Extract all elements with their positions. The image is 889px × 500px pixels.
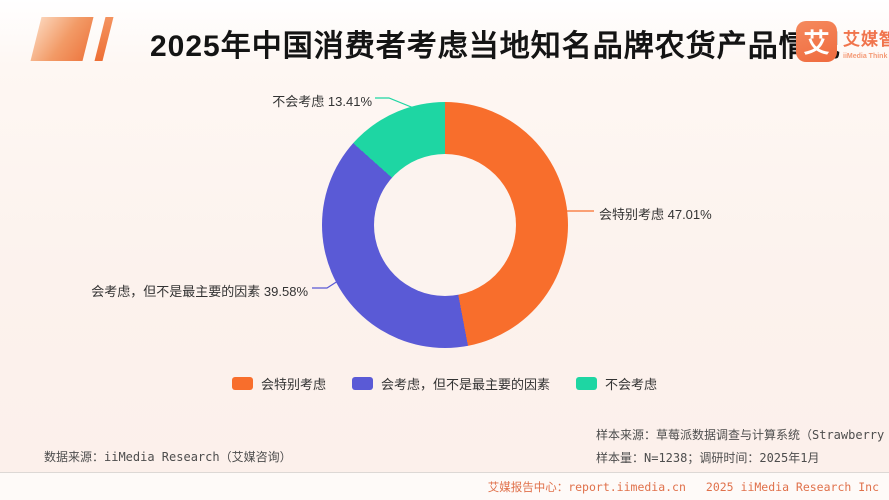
- copyright-text: 2025 iiMedia Research Inc: [705, 479, 879, 494]
- title-slash-decoration: [30, 17, 94, 61]
- sample-notes: 样本来源：草莓派数据调查与计算系统（Strawberry Pie） 样本量：N=…: [596, 424, 889, 470]
- legend-item-not-consider: 不会考虑: [576, 374, 657, 393]
- page-title: 2025年中国消费者考虑当地知名品牌农货产品情况: [150, 30, 841, 63]
- sample-source-note: 样本来源：草莓派数据调查与计算系统（Strawberry Pie）: [596, 428, 889, 442]
- legend-label: 会考虑，但不是最主要的因素: [380, 377, 550, 392]
- logo-brand-name: 艾媒智库: [843, 30, 889, 49]
- report-center-link[interactable]: 艾媒报告中心：report.iimedia.cn: [487, 479, 686, 494]
- legend-label: 不会考虑: [605, 377, 658, 392]
- iimedia-logo-icon: 艾: [796, 21, 837, 62]
- footer: 艾媒报告中心：report.iimedia.cn 2025 iiMedia Re…: [0, 472, 889, 500]
- legend-label: 会特别考虑: [260, 377, 326, 392]
- title-slash-icon: [94, 17, 114, 61]
- legend-swatch-green: [576, 377, 597, 390]
- legend-item-special-consider: 会特别考虑: [231, 374, 326, 393]
- donut-chart: [322, 102, 568, 348]
- chart-legend: 会特别考虑 会考虑，但不是最主要的因素 不会考虑: [0, 374, 889, 393]
- legend-item-consider-not-main: 会考虑，但不是最主要的因素: [351, 374, 550, 393]
- brand-logo: 艾媒智库 iiMedia Think Tank: [843, 25, 889, 60]
- legend-swatch-blue: [351, 377, 373, 390]
- logo-brand-subtitle: iiMedia Think Tank: [843, 53, 889, 60]
- slice-label-special-consider: 会特别考虑 47.01%: [599, 207, 712, 222]
- slice-label-consider-not-main: 会考虑，但不是最主要的因素 39.58%: [91, 284, 308, 299]
- legend-swatch-orange: [231, 377, 253, 390]
- logo-glyph: 艾: [803, 28, 830, 58]
- sample-size-note: 样本量：N=1238；调研时间：2025年1月: [596, 451, 820, 465]
- donut-hole: [374, 154, 516, 296]
- slice-label-not-consider: 不会考虑 13.41%: [272, 94, 372, 109]
- data-source-note: 数据来源：iiMedia Research（艾媒咨询）: [44, 450, 292, 464]
